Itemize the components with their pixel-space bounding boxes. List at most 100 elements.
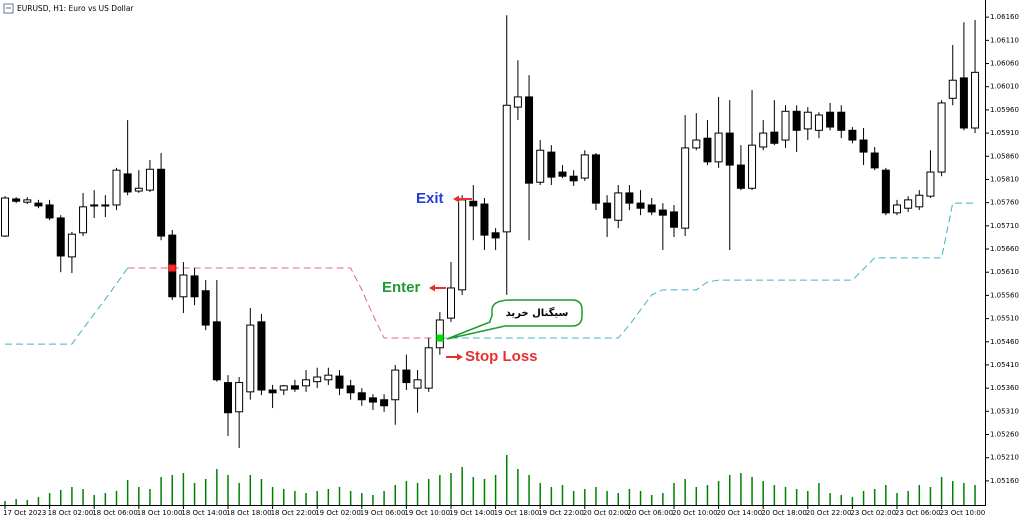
candle-body	[190, 275, 199, 298]
candle-body	[703, 137, 712, 163]
candle-body	[647, 204, 656, 213]
candle-body	[614, 192, 623, 221]
candle-body	[335, 375, 344, 389]
candle-body	[558, 171, 567, 177]
x-tick-label: 19 Oct 14:00	[449, 509, 495, 517]
y-tick-label: 1.05710	[990, 222, 1019, 230]
y-tick-label: 1.05410	[990, 361, 1019, 369]
enter-label: Enter	[382, 279, 421, 296]
candle-body	[714, 132, 723, 163]
candle-body	[725, 132, 734, 166]
exit-arrow	[453, 195, 459, 203]
candle-body	[770, 131, 779, 144]
x-tick-label: 18 Oct 02:00	[48, 509, 94, 517]
y-tick-label: 1.06010	[990, 83, 1019, 91]
candle-body	[748, 144, 757, 189]
candle-body	[848, 129, 857, 141]
x-tick-label: 19 Oct 22:00	[538, 509, 584, 517]
y-tick-label: 1.05960	[990, 106, 1019, 114]
y-tick-label: 1.05460	[990, 338, 1019, 346]
overlay-line	[5, 202, 976, 345]
candle-body	[101, 204, 110, 207]
candle-body	[23, 199, 32, 203]
candle-body	[413, 379, 422, 389]
candle-body	[670, 211, 678, 228]
overlay-line	[127, 267, 440, 339]
candle-body	[257, 321, 266, 391]
candle-body	[937, 102, 946, 173]
candle-body	[357, 392, 366, 401]
x-tick-label: 19 Oct 02:00	[315, 509, 361, 517]
candle-body	[513, 96, 522, 108]
candle-body	[246, 324, 255, 393]
candle-body	[736, 164, 745, 189]
y-tick-label: 1.05560	[990, 291, 1019, 299]
candle-body	[971, 71, 980, 129]
candle-body	[948, 79, 957, 99]
y-tick-label: 1.05860	[990, 152, 1019, 160]
x-tick-label: 23 Oct 06:00	[895, 509, 941, 517]
candle-body	[67, 233, 76, 258]
y-tick-label: 1.06160	[990, 13, 1019, 21]
y-tick-label: 1.05610	[990, 268, 1019, 276]
candle-body	[591, 154, 600, 204]
candle-body	[435, 319, 444, 349]
candle-body	[56, 217, 65, 257]
y-tick-label: 1.05360	[990, 384, 1019, 392]
candle-body	[893, 204, 901, 214]
candle-body	[792, 110, 801, 131]
candle-body	[502, 104, 511, 233]
y-tick-label: 1.06110	[990, 36, 1019, 44]
candle-body	[179, 274, 188, 298]
candle-body	[45, 204, 54, 219]
enter-arrow	[429, 284, 435, 292]
candle-body	[781, 110, 790, 141]
candle-body	[692, 139, 701, 149]
candle-body	[324, 374, 333, 381]
candle-body	[859, 139, 868, 153]
candle-body	[391, 369, 400, 401]
candle-body	[759, 132, 768, 148]
plot-area	[1, 15, 980, 505]
candle-body	[302, 379, 311, 387]
candle-body	[290, 385, 299, 390]
y-tick-label: 1.05260	[990, 431, 1019, 439]
candle-body	[569, 175, 578, 182]
x-tick-label: 20 Oct 22:00	[806, 509, 852, 517]
x-tick-label: 19 Oct 06:00	[360, 509, 406, 517]
x-tick-label: 20 Oct 02:00	[583, 509, 629, 517]
candle-body	[469, 200, 478, 207]
candle-body	[268, 389, 277, 394]
x-tick-label: 18 Oct 06:00	[92, 509, 138, 517]
candle-body	[681, 147, 690, 229]
candle-body	[90, 204, 99, 207]
y-tick-label: 1.05910	[990, 129, 1019, 137]
candle-body	[458, 199, 467, 291]
candle-body	[201, 290, 210, 326]
x-tick-label: 18 Oct 10:00	[137, 509, 183, 517]
candle-body	[658, 209, 667, 216]
x-tick-label: 20 Oct 10:00	[672, 509, 718, 517]
candle-body	[380, 399, 389, 407]
candle-body	[424, 347, 433, 389]
x-tick-label: 20 Oct 06:00	[627, 509, 673, 517]
candle-body	[915, 194, 924, 208]
candle-body	[837, 111, 846, 131]
candle-body	[79, 206, 88, 234]
y-tick-label: 1.05760	[990, 199, 1019, 207]
candle-body	[447, 287, 455, 319]
candle-body	[547, 151, 556, 178]
candle-body	[491, 232, 500, 239]
candle-body	[279, 385, 288, 391]
candle-body	[112, 169, 121, 206]
signal-label: سیگنال خرید	[506, 306, 569, 319]
signal-marker	[168, 264, 176, 272]
candle-body	[123, 173, 132, 193]
y-tick-label: 1.06060	[990, 60, 1019, 68]
y-tick-label: 1.05160	[990, 477, 1019, 485]
candle-body	[636, 202, 645, 209]
y-tick-label: 1.05810	[990, 175, 1019, 183]
candle-body	[402, 369, 411, 384]
